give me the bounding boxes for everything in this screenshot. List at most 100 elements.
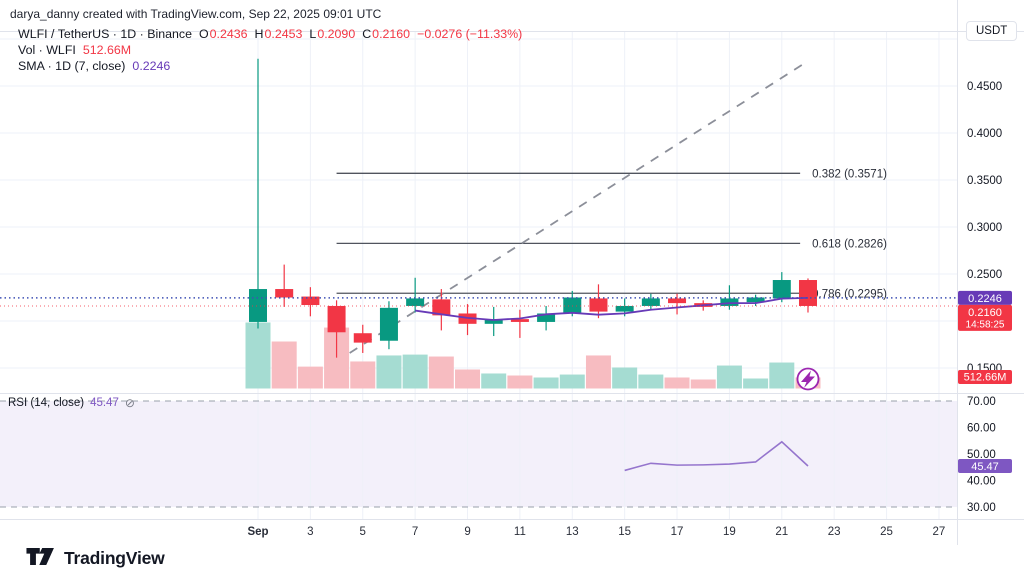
volume-bar (559, 374, 585, 389)
rsi-badge-text: 45.47 (971, 461, 999, 473)
rsi-legend-row[interactable]: RSI (14, close) 45.47 ⊘ (8, 396, 135, 410)
ohlc-open: O 0.2436 (199, 27, 248, 41)
ohlc-change: −0.0276 (−11.33%) (417, 27, 523, 41)
fib-level-label: 0.786 (0.2295) (812, 288, 887, 300)
candle-body (589, 298, 608, 312)
legend-symbol-row[interactable]: WLFI / TetherUS · 1D · Binance O 0.2436 H… (18, 26, 522, 42)
last-price-badge-text: 0.2160 (968, 307, 1002, 319)
volume-bar (455, 369, 481, 389)
time-tick-label[interactable]: 13 (566, 526, 579, 538)
rsi-tick-label[interactable]: 60.00 (967, 423, 996, 435)
volume-bar (716, 365, 742, 389)
attribution-text: darya_danny created with TradingView.com… (10, 7, 382, 21)
price-tick-label[interactable]: 0.2500 (967, 269, 1002, 281)
candle-body (772, 280, 791, 299)
sma-badge-text: 0.2246 (968, 293, 1002, 305)
volume-bar (638, 374, 664, 389)
volume-value: 512.66M (82, 43, 132, 57)
rsi-tick-label[interactable]: 30.00 (967, 502, 996, 514)
candle-body (615, 305, 634, 312)
sma-value: 0.2246 (132, 59, 171, 73)
fib-level-label: 0.618 (0.2826) (812, 238, 887, 250)
volume-bar (481, 373, 507, 389)
rsi-value-badge (958, 459, 1012, 474)
rsi-line[interactable] (624, 440, 809, 472)
ohlc-low: L 0.2090 (309, 27, 356, 41)
volume-bar (585, 355, 611, 389)
candle-body (406, 298, 425, 306)
volume-bar (245, 322, 271, 389)
time-tick-label[interactable]: 17 (671, 526, 684, 538)
time-tick-label[interactable]: 15 (618, 526, 631, 538)
candle-body (327, 305, 346, 333)
volume-bar (664, 377, 690, 389)
price-tick-label[interactable]: 0.4500 (967, 81, 1002, 93)
volume-bar (297, 366, 323, 389)
last-price-badge (958, 304, 1012, 331)
volume-bar (507, 375, 533, 389)
time-tick-label[interactable]: 11 (514, 526, 526, 538)
sma-line[interactable] (415, 296, 809, 321)
price-tick-label[interactable]: 0.3500 (967, 175, 1002, 187)
candle-body (275, 289, 294, 298)
candle-body (301, 296, 320, 306)
time-tick-label[interactable]: 23 (828, 526, 841, 538)
volume-bar (690, 379, 716, 389)
time-tick-label[interactable]: 7 (412, 526, 418, 538)
candle-body (668, 298, 687, 304)
candle-body (353, 333, 372, 343)
lightning-bolt-icon (800, 370, 815, 388)
time-tick-label[interactable]: 25 (880, 526, 893, 538)
trendline-dashed[interactable] (349, 60, 809, 354)
volume-bar (402, 354, 428, 389)
rsi-tick-label[interactable]: 70.00 (967, 396, 996, 408)
sma-label: SMA · 1D (7, close) (18, 59, 126, 73)
legend-panel: WLFI / TetherUS · 1D · Binance O 0.2436 H… (18, 26, 522, 74)
candle-body (432, 299, 451, 316)
volume-bar (769, 362, 795, 389)
volume-value-badge (958, 370, 1012, 384)
legend-volume-row[interactable]: Vol · WLFI 512.66M (18, 42, 522, 58)
tradingview-logo[interactable]: TradingView (26, 548, 165, 569)
volume-bar (612, 367, 638, 389)
candle-body (641, 298, 660, 306)
volume-bar (428, 356, 454, 389)
time-tick-label[interactable]: 21 (775, 526, 788, 538)
volume-bar (743, 378, 769, 389)
time-tick-label[interactable]: 27 (933, 526, 946, 538)
price-axis-currency-chip[interactable]: USDT (966, 21, 1018, 41)
rsi-label: RSI (14, close) (8, 397, 85, 409)
symbol-title: WLFI / TetherUS · 1D · Binance (18, 27, 192, 41)
candle-body (798, 280, 817, 306)
time-tick-label[interactable]: Sep (247, 526, 268, 538)
volume-bar (533, 377, 559, 389)
candle-body (510, 319, 529, 322)
volume-bar (271, 341, 297, 389)
tradingview-wordmark: TradingView (64, 548, 165, 568)
candle-body (379, 307, 398, 341)
candle-body (720, 298, 739, 306)
time-tick-label[interactable]: 9 (464, 526, 470, 538)
volume-bar (376, 355, 402, 389)
rsi-band (0, 401, 957, 507)
time-tick-label[interactable]: 19 (723, 526, 736, 538)
price-tick-label[interactable]: 0.3000 (967, 222, 1002, 234)
rsi-value: 45.47 (90, 397, 119, 409)
legend-sma-row[interactable]: SMA · 1D (7, close) 0.2246 (18, 58, 522, 74)
volume-badge-text: 512.66M (964, 372, 1007, 384)
rsi-tick-label[interactable]: 40.00 (967, 476, 996, 488)
ohlc-high: H 0.2453 (254, 27, 303, 41)
price-tick-label[interactable]: 0.4000 (967, 128, 1002, 140)
time-tick-label[interactable]: 3 (307, 526, 313, 538)
time-tick-label[interactable]: 5 (360, 526, 366, 538)
circle-slash-icon: ⊘ (124, 396, 135, 410)
sma-value-badge (958, 290, 1012, 305)
rsi-tick-label[interactable]: 50.00 (967, 449, 996, 461)
candle-body (746, 297, 765, 303)
candle-body (537, 313, 556, 322)
fib-level-label: 0.382 (0.3571) (812, 168, 887, 180)
volume-label: Vol · WLFI (18, 43, 76, 57)
tradingview-glyph-icon (26, 548, 54, 565)
